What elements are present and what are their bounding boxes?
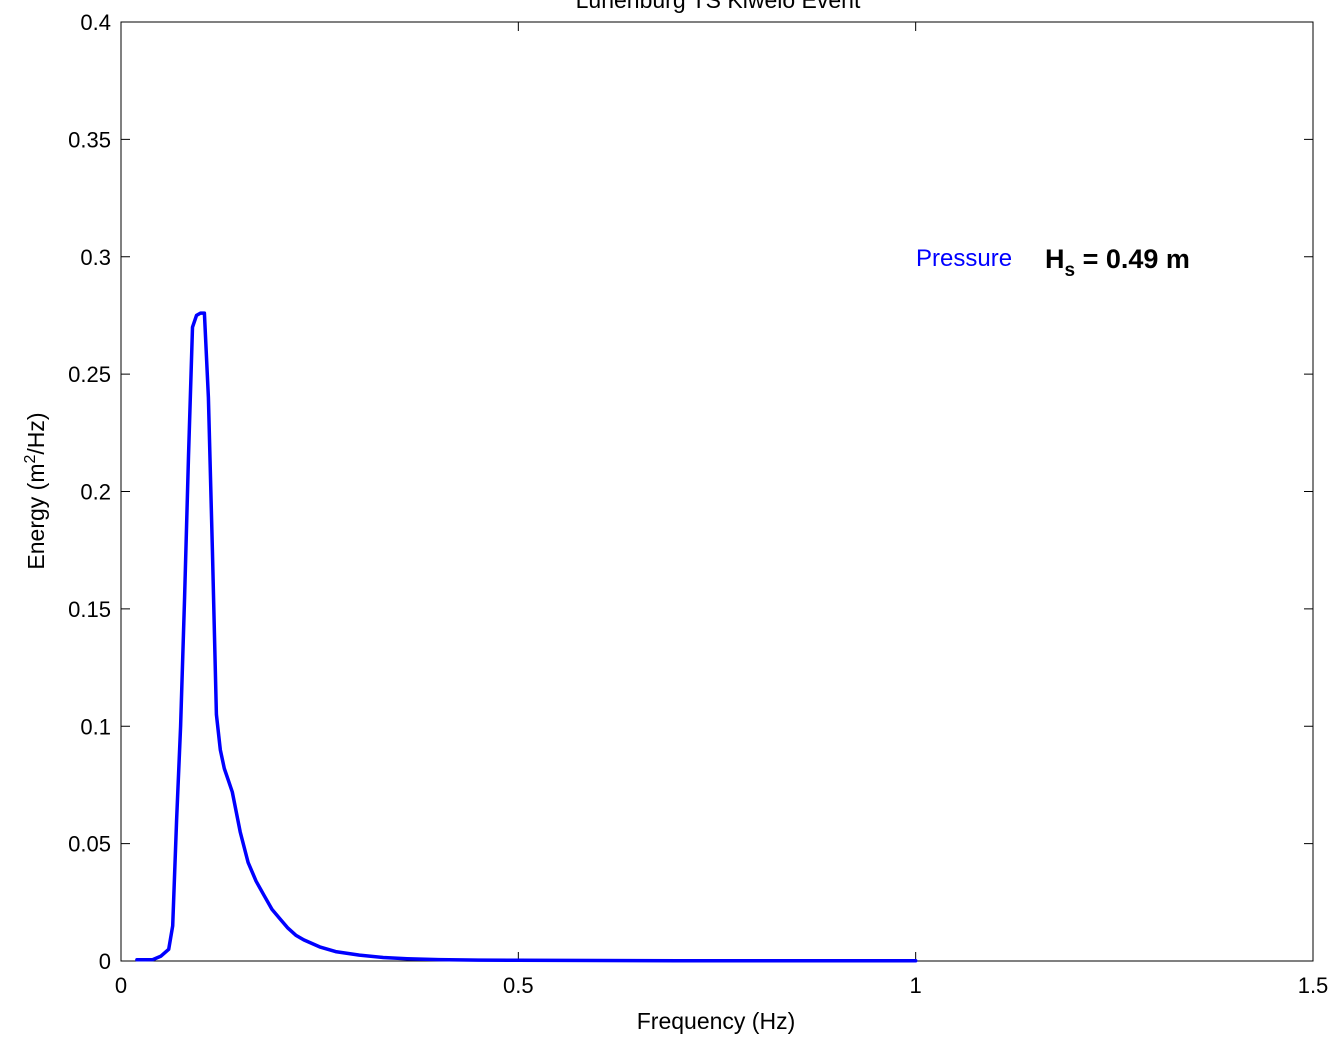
y-tick-label: 0.15 bbox=[68, 597, 111, 622]
annotation-pressure-label: Pressure bbox=[916, 245, 1012, 272]
y-tick-label: 0.4 bbox=[80, 10, 111, 35]
y-tick-label: 0.2 bbox=[80, 480, 111, 505]
annotation-hs-value: = 0.49 m bbox=[1075, 244, 1190, 274]
y-axis-label-superscript: 2 bbox=[22, 454, 39, 463]
y-axis-label-main: Energy (m bbox=[23, 463, 49, 569]
annotation-hs-subscript: s bbox=[1065, 260, 1076, 281]
y-axis-ticks: 0 0.05 0.1 0.15 0.2 0.25 0.3 0.35 0.4 bbox=[68, 10, 1313, 974]
annotation-hs-symbol: H bbox=[1045, 244, 1065, 274]
y-axis-label: Energy (m2/Hz) bbox=[22, 412, 49, 569]
y-tick-label: 0 bbox=[99, 949, 111, 974]
y-tick-label: 0.25 bbox=[68, 362, 111, 387]
y-tick-label: 0.05 bbox=[68, 832, 111, 857]
x-axis-label: Frequency (Hz) bbox=[637, 1008, 795, 1034]
y-axis-label-end: /Hz) bbox=[23, 412, 49, 454]
y-tick-label: 0.3 bbox=[80, 245, 111, 270]
annotation-significant-wave-height: Hs = 0.49 m bbox=[1045, 244, 1190, 281]
y-tick-label: 0.1 bbox=[80, 714, 111, 739]
x-axis-ticks: 0 0.5 1 1.5 bbox=[115, 22, 1328, 998]
chart-title: Lunenburg TS Kiwelo Event bbox=[576, 0, 861, 13]
pressure-series-line bbox=[135, 311, 918, 963]
x-tick-label: 0.5 bbox=[503, 973, 534, 998]
y-tick-label: 0.35 bbox=[68, 127, 111, 152]
x-tick-label: 0 bbox=[115, 973, 127, 998]
x-tick-label: 1 bbox=[910, 973, 922, 998]
x-tick-label: 1.5 bbox=[1298, 973, 1329, 998]
